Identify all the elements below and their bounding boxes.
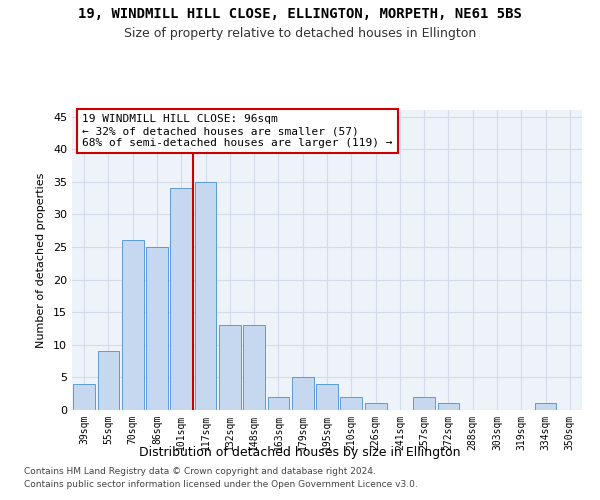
Text: Size of property relative to detached houses in Ellington: Size of property relative to detached ho…: [124, 28, 476, 40]
Text: 19 WINDMILL HILL CLOSE: 96sqm
← 32% of detached houses are smaller (57)
68% of s: 19 WINDMILL HILL CLOSE: 96sqm ← 32% of d…: [82, 114, 392, 148]
Bar: [535, 404, 556, 410]
Bar: [316, 384, 338, 410]
Text: Contains HM Land Registry data © Crown copyright and database right 2024.: Contains HM Land Registry data © Crown c…: [24, 467, 376, 476]
Bar: [122, 240, 143, 410]
Text: Distribution of detached houses by size in Ellington: Distribution of detached houses by size …: [139, 446, 461, 459]
Bar: [292, 378, 314, 410]
Bar: [243, 325, 265, 410]
Bar: [170, 188, 192, 410]
Bar: [413, 397, 435, 410]
Bar: [340, 397, 362, 410]
Bar: [219, 325, 241, 410]
Bar: [73, 384, 95, 410]
Bar: [146, 247, 168, 410]
Bar: [365, 404, 386, 410]
Y-axis label: Number of detached properties: Number of detached properties: [36, 172, 46, 348]
Bar: [268, 397, 289, 410]
Text: 19, WINDMILL HILL CLOSE, ELLINGTON, MORPETH, NE61 5BS: 19, WINDMILL HILL CLOSE, ELLINGTON, MORP…: [78, 8, 522, 22]
Bar: [194, 182, 217, 410]
Text: Contains public sector information licensed under the Open Government Licence v3: Contains public sector information licen…: [24, 480, 418, 489]
Bar: [437, 404, 460, 410]
Bar: [97, 352, 119, 410]
